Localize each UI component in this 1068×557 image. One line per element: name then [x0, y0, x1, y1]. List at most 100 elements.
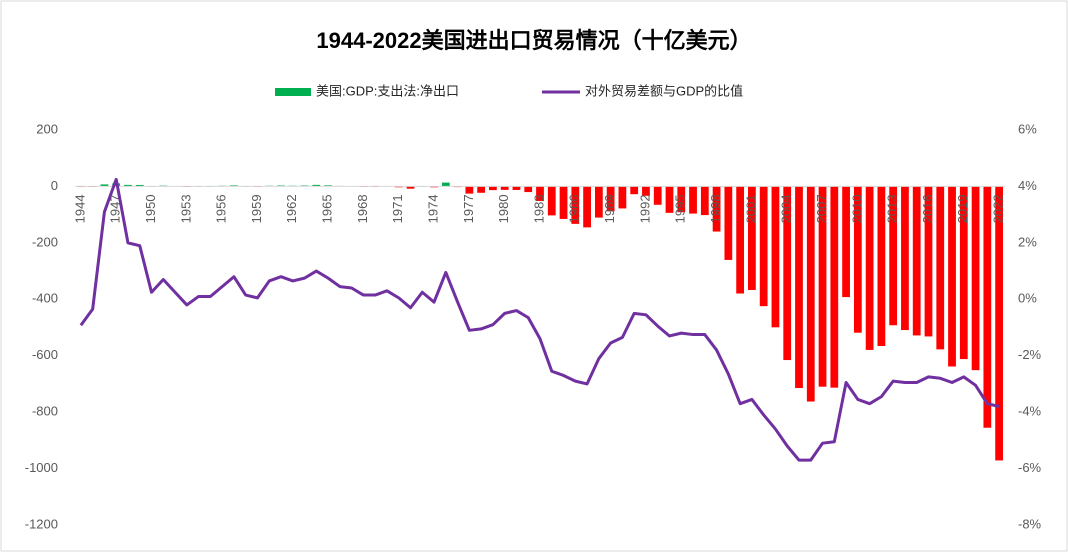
- bar: [124, 184, 132, 187]
- bar: [936, 186, 945, 350]
- bar: [524, 186, 533, 193]
- bar: [724, 186, 733, 260]
- y-tick-label: -1000: [25, 460, 58, 475]
- x-tick-label: 2001: [743, 194, 758, 223]
- bar: [100, 184, 109, 187]
- legend-label: 对外贸易差额与GDP的比值: [585, 83, 743, 98]
- x-tick-label: 1956: [214, 194, 229, 223]
- bar: [653, 186, 662, 205]
- bar: [712, 186, 721, 232]
- y-tick-label: -200: [32, 234, 58, 249]
- bar: [748, 186, 756, 290]
- bar: [665, 186, 674, 213]
- bar: [571, 186, 580, 224]
- bar: [606, 186, 615, 212]
- y-tick-label: 0: [51, 178, 58, 193]
- x-tick-label: 1959: [249, 194, 264, 223]
- x-tick-label: 2019: [955, 194, 970, 223]
- bar: [971, 186, 980, 371]
- x-tick-label: 1977: [461, 194, 476, 223]
- legend-label: 美国:GDP:支出法:净出口: [316, 83, 459, 98]
- bar: [983, 186, 992, 428]
- x-tick-label: 1965: [320, 194, 335, 223]
- bar: [441, 182, 450, 187]
- bar: [736, 186, 745, 294]
- x-tick-label: 1962: [284, 194, 299, 223]
- y2-tick-label: -8%: [1018, 516, 1042, 531]
- x-tick-label: 2004: [779, 194, 794, 223]
- x-tick-label: 1989: [602, 194, 617, 223]
- x-tick-label: 1968: [355, 194, 370, 223]
- bar: [583, 186, 591, 228]
- bar: [806, 186, 815, 402]
- x-tick-label: 1944: [72, 194, 87, 223]
- bar: [559, 186, 568, 219]
- bar: [500, 186, 509, 190]
- x-tick-label: 1950: [143, 194, 158, 223]
- y-tick-label: -1200: [25, 516, 58, 531]
- bar: [865, 186, 874, 350]
- bar: [489, 186, 497, 191]
- x-tick-label: 1992: [637, 194, 652, 223]
- y2-tick-label: 2%: [1018, 234, 1037, 249]
- y-tick-label: -600: [32, 347, 58, 362]
- bar: [877, 186, 886, 347]
- y2-tick-label: 4%: [1018, 178, 1037, 193]
- bar: [795, 186, 803, 389]
- bar: [995, 186, 1003, 461]
- bar: [771, 186, 780, 328]
- bar: [465, 186, 474, 194]
- bar: [912, 186, 921, 336]
- bar: [135, 184, 144, 187]
- x-tick-label: 1986: [567, 194, 582, 223]
- bar: [700, 186, 709, 216]
- bar: [618, 186, 627, 209]
- bar: [818, 186, 827, 387]
- x-tick-label: 1983: [531, 194, 546, 223]
- bar: [324, 185, 332, 187]
- x-tick-label: 2022: [991, 194, 1006, 223]
- x-tick-label: 1953: [178, 194, 193, 223]
- chart-title: 1944-2022美国进出口贸易情况（十亿美元）: [316, 28, 751, 53]
- x-tick-label: 1980: [496, 194, 511, 223]
- bar: [477, 186, 486, 193]
- bar: [512, 186, 521, 190]
- y2-tick-label: -6%: [1018, 460, 1042, 475]
- bar: [842, 186, 850, 298]
- bar: [642, 186, 650, 196]
- x-tick-label: 2013: [885, 194, 900, 223]
- y-tick-label: -800: [32, 404, 58, 419]
- bar: [948, 186, 956, 367]
- bar: [230, 185, 238, 187]
- bar: [759, 186, 768, 307]
- bar: [547, 186, 556, 216]
- x-tick-label: 1971: [390, 194, 405, 223]
- bar: [830, 186, 839, 388]
- bar: [677, 186, 686, 213]
- bar: [536, 186, 544, 201]
- y-tick-label: -400: [32, 291, 58, 306]
- legend-swatch: [275, 88, 311, 96]
- bar: [630, 186, 639, 195]
- line: [79, 177, 1000, 462]
- x-tick-label: 1995: [673, 194, 688, 223]
- bar: [689, 186, 697, 214]
- y2-tick-label: -4%: [1018, 404, 1042, 419]
- bar: [312, 184, 321, 187]
- x-tick-label: 1974: [425, 194, 440, 223]
- bar: [406, 186, 415, 189]
- y2-tick-label: 6%: [1018, 121, 1037, 136]
- y2-tick-label: 0%: [1018, 291, 1037, 306]
- bar: [924, 186, 933, 337]
- x-tick-label: 2016: [920, 194, 935, 223]
- y2-tick-label: -2%: [1018, 347, 1042, 362]
- y-tick-label: 200: [36, 121, 58, 136]
- x-tick-label: 2007: [814, 194, 829, 223]
- bar: [959, 186, 968, 360]
- bar: [783, 186, 792, 361]
- bar: [901, 186, 909, 331]
- bar: [889, 186, 898, 326]
- bar: [853, 186, 862, 333]
- x-tick-label: 2010: [849, 194, 864, 223]
